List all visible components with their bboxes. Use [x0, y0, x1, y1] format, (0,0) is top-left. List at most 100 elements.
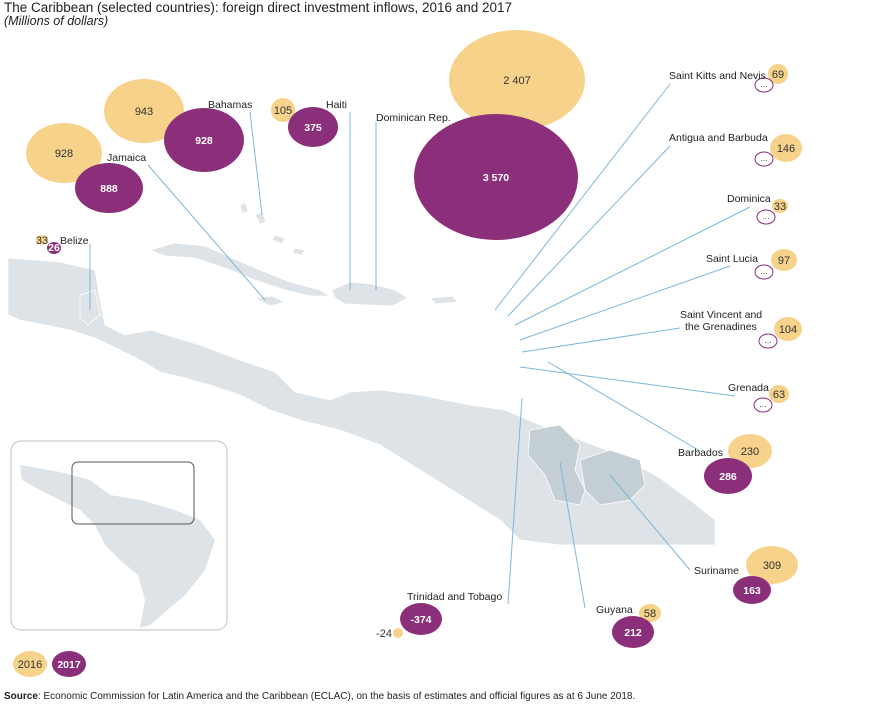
bubble-2016-jamaica: [26, 123, 102, 183]
bubble-2016-barbados: [728, 434, 772, 468]
label-bahamas: Bahamas: [208, 99, 252, 111]
cuba-island: [148, 242, 332, 297]
leader-st-vincent: [521, 327, 681, 353]
value-2016-belize: 33: [36, 235, 48, 247]
bubble-2017-grenada: [753, 397, 773, 413]
value-2016-suriname: 309: [763, 560, 781, 572]
value-2017-grenada: ...: [759, 399, 767, 409]
bubble-2017-dominican-rep: [414, 114, 578, 240]
leader-antigua: [507, 145, 671, 317]
land-masses: [7, 202, 716, 546]
value-2016-barbados: 230: [741, 446, 759, 458]
legend-2017-swatch: [52, 651, 86, 677]
value-2017-guyana: 212: [624, 627, 642, 639]
value-2016-saint-lucia: 97: [778, 255, 790, 267]
value-2016-trinidad-and-tobago: -24: [376, 628, 392, 640]
source-label: Source: [4, 691, 38, 702]
bubble-2017-antigua-and-barbuda: [754, 151, 774, 167]
leader-guyana: [559, 461, 586, 609]
bubble-2016-dominica: [772, 199, 788, 213]
bubble-2016-trinidad-and-tobago: [393, 628, 403, 638]
inset-map: [10, 440, 228, 631]
value-2017-belize: 26: [48, 242, 60, 254]
value-2017-saint-lucia: ...: [760, 266, 768, 276]
source-note: Source: Economic Commission for Latin Am…: [4, 691, 635, 702]
bubble-2016-haiti: [271, 98, 295, 122]
value-2016-grenada: 63: [773, 389, 785, 401]
bubble-2016-guyana: [639, 604, 661, 622]
bubble-2017-haiti: [288, 107, 338, 147]
value-2017-barbados: 286: [719, 471, 737, 483]
leader-lines: [89, 83, 751, 609]
value-2016-saint-kitts-and-nevis: 69: [772, 69, 784, 81]
label-saint-vincent-line1: Saint Vincent and: [680, 309, 762, 321]
bubble-2016-bahamas: [104, 79, 184, 143]
label-jamaica: Jamaica: [107, 152, 146, 164]
value-2017-haiti: 375: [304, 122, 322, 134]
label-suriname: Suriname: [694, 565, 739, 577]
label-saint-lucia: Saint Lucia: [706, 253, 758, 265]
bubble-2016-dominican-rep: [449, 30, 585, 130]
bubble-2016-saint-lucia: [771, 249, 797, 271]
legend-2016-swatch: [13, 651, 47, 677]
value-2017-antigua-and-barbuda: ...: [760, 153, 768, 163]
leader-grenada: [519, 366, 736, 397]
label-saint-kitts-and-nevis: Saint Kitts and Nevis: [669, 70, 766, 82]
label-dominican-rep: Dominican Rep.: [376, 112, 451, 124]
source-text: : Economic Commission for Latin America …: [37, 691, 636, 702]
bubble-2017-dominica: [756, 209, 776, 225]
label-belize: Belize: [60, 235, 89, 247]
value-2017-saint-kitts-and-nevis: ...: [760, 79, 768, 89]
value-2016-haiti: 105: [274, 105, 292, 117]
hispaniola-island: [331, 281, 409, 307]
map-title: The Caribbean (selected countries): fore…: [4, 0, 513, 15]
bubble-2017-saint-vincent-and-the-grenadines: [758, 333, 778, 349]
bubble-2017-belize: [47, 242, 61, 254]
bubble-2017-trinidad-and-tobago: [400, 603, 442, 635]
bubble-2016-grenada: [769, 385, 789, 403]
label-haiti: Haiti: [326, 99, 347, 111]
leader-trinidad: [507, 397, 523, 605]
leader-st-kitts: [494, 83, 671, 311]
map-subtitle: (Millions of dollars): [4, 14, 109, 28]
bubble-2016-saint-vincent-and-the-grenadines: [774, 317, 802, 341]
guyana-shape: [527, 424, 586, 506]
bubble-2017-barbados: [704, 458, 752, 494]
value-2016-saint-vincent-and-the-grenadines: 104: [779, 324, 797, 336]
leader-jamaica: [147, 164, 266, 301]
leader-bahamas: [249, 111, 263, 216]
bubble-2017-saint-kitts-and-nevis: [754, 77, 774, 93]
central-america-landmass: [7, 257, 716, 546]
leader-barbados: [547, 361, 701, 452]
label-saint-vincent-and-the-grenadines: Saint Vincent and the Grenadines: [680, 309, 765, 333]
label-saint-vincent-line2: the Grenadines: [685, 321, 757, 333]
value-2017-dominican-rep: 3 570: [483, 172, 509, 184]
bubble-2016-saint-kitts-and-nevis: [768, 64, 788, 84]
value-2017-jamaica: 888: [100, 183, 118, 195]
value-2016-bahamas: 943: [135, 106, 153, 118]
puerto-rico-island: [429, 295, 459, 305]
label-trinidad-and-tobago: Trinidad and Tobago: [407, 591, 502, 603]
bubble-2017-jamaica: [75, 163, 143, 213]
inset-landmass: [20, 465, 215, 628]
label-grenada: Grenada: [728, 382, 769, 394]
bubble-2017-suriname: [733, 576, 771, 604]
value-2016-jamaica: 928: [55, 148, 73, 160]
bubble-2017-bahamas: [164, 108, 244, 172]
legend: 2016 2017: [13, 651, 86, 677]
value-2017-bahamas: 928: [195, 135, 213, 147]
bubble-2016-suriname: [746, 546, 798, 584]
value-2017-saint-vincent-and-the-grenadines: ...: [764, 335, 772, 345]
label-barbados: Barbados: [678, 447, 723, 459]
leader-st-lucia: [519, 265, 731, 341]
label-guyana: Guyana: [596, 604, 633, 616]
value-2017-dominica: ...: [762, 211, 770, 221]
bubble-2017-guyana: [612, 616, 654, 648]
label-antigua-and-barbuda: Antigua and Barbuda: [669, 132, 768, 144]
value-2017-trinidad-and-tobago: -374: [410, 614, 431, 626]
jamaica-island: [253, 295, 287, 307]
label-dominica: Dominica: [727, 193, 771, 205]
legend-2017-label: 2017: [57, 659, 81, 671]
leader-dominica: [514, 206, 751, 326]
